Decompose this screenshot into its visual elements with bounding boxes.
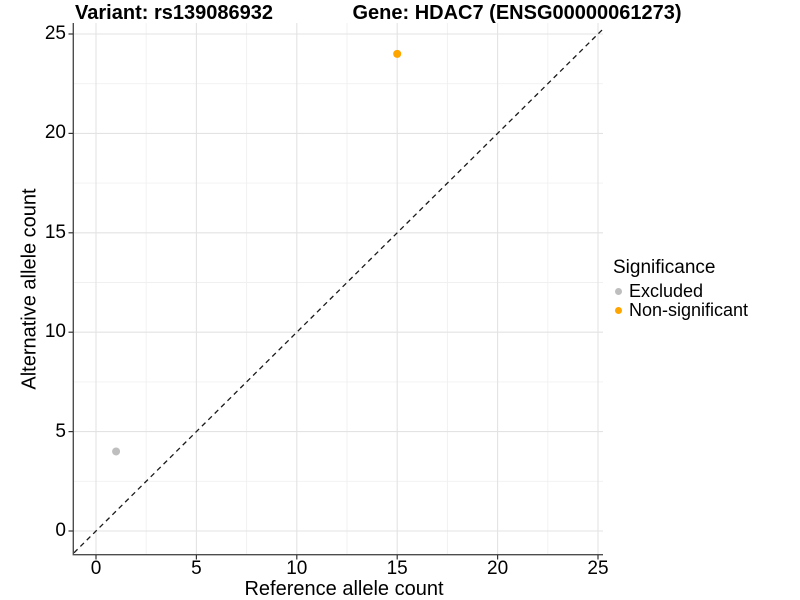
x-axis-title: Reference allele count xyxy=(244,578,444,600)
legend-item-label: Non-significant xyxy=(629,300,749,320)
legend-item: Excluded xyxy=(613,282,748,301)
y-tick-label: 15 xyxy=(44,221,66,243)
x-tick-label: 10 xyxy=(286,558,308,579)
legend-point-icon xyxy=(615,288,622,295)
x-tick-label: 5 xyxy=(191,558,202,579)
y-tick-label: 10 xyxy=(44,321,66,343)
x-tick-label: 0 xyxy=(90,558,102,579)
x-tick-label: 15 xyxy=(386,558,408,579)
y-tick-label: 20 xyxy=(44,122,66,144)
y-axis-title: Alternative allele count xyxy=(18,188,41,390)
legend-point-icon xyxy=(615,307,622,314)
legend-item-label: Excluded xyxy=(629,281,704,301)
plot-title-gene: Gene: HDAC7 (ENSG00000061273) xyxy=(352,2,682,24)
legend-items: Excluded Non-significant xyxy=(613,282,748,320)
y-tick-label: 25 xyxy=(44,23,66,44)
data-point-excluded xyxy=(112,447,121,456)
data-point-non-significant xyxy=(393,49,402,58)
legend: Significance Excluded Non-significant xyxy=(613,257,748,320)
y-tick-label: 5 xyxy=(55,420,66,442)
legend-title: Significance xyxy=(613,257,716,278)
x-tick-label: 20 xyxy=(487,558,509,579)
y-tick-label: 0 xyxy=(55,520,66,541)
plot-title-variant: Variant: rs139086932 xyxy=(75,2,273,24)
legend-item: Non-significant xyxy=(613,301,748,320)
identity-line xyxy=(73,28,604,554)
x-tick-label: 25 xyxy=(587,558,609,579)
